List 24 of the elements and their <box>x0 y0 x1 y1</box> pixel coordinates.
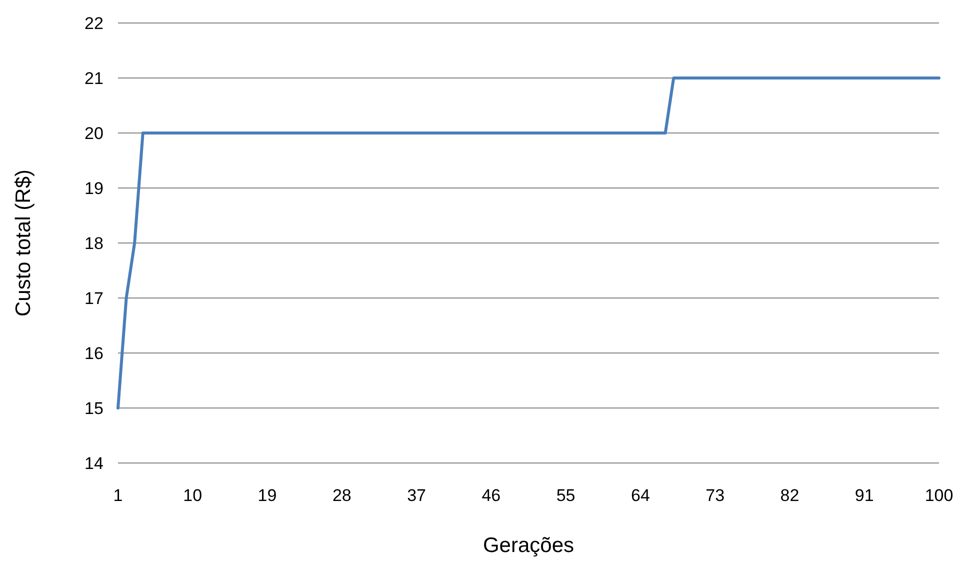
x-tick-label: 55 <box>556 486 576 505</box>
x-tick-label: 100 <box>924 486 954 505</box>
line-series <box>116 76 940 410</box>
x-tick-label: 10 <box>183 486 202 505</box>
y-tick-label: 22 <box>84 14 104 33</box>
y-tick-label: 15 <box>84 398 104 418</box>
y-tick-label: 18 <box>84 234 104 253</box>
y-tick-label: 21 <box>84 68 104 88</box>
x-tick-label: 1 <box>113 486 123 505</box>
x-axis-title: Gerações <box>482 534 574 557</box>
y-tick-label: 16 <box>84 344 104 363</box>
x-tick-label: 28 <box>332 486 352 505</box>
x-tick-label: 46 <box>482 486 501 505</box>
y-tick-label: 20 <box>84 124 104 143</box>
y-axis-title: Custo total (R$) <box>12 169 35 317</box>
y-tick-label: 14 <box>84 454 104 473</box>
x-tick-label: 73 <box>706 486 725 505</box>
x-tick-label: 37 <box>407 486 426 505</box>
y-tick-label: 19 <box>84 178 104 198</box>
y-tick-label: 17 <box>84 288 104 308</box>
x-tick-label: 19 <box>258 486 277 505</box>
x-tick-label: 64 <box>630 486 650 505</box>
x-tick-label: 82 <box>780 486 800 505</box>
x-tick-label: 91 <box>854 486 874 505</box>
